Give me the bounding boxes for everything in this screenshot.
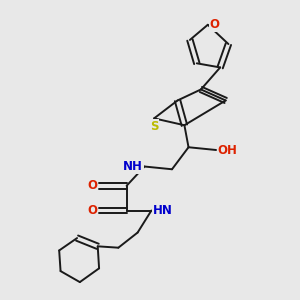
Text: NH: NH xyxy=(123,160,143,173)
Text: O: O xyxy=(88,179,98,192)
Text: O: O xyxy=(88,204,98,217)
Text: HN: HN xyxy=(153,204,172,217)
Text: S: S xyxy=(150,120,158,133)
Text: OH: OH xyxy=(218,143,237,157)
Text: O: O xyxy=(209,18,219,31)
